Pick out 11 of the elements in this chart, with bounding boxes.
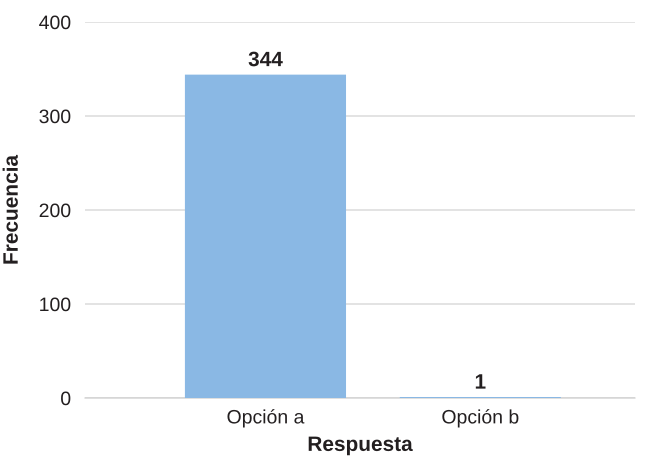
x-tick-label: Opción a	[227, 409, 304, 428]
data-label: 1	[476, 374, 486, 389]
y-tick-label: 200	[40, 203, 70, 218]
y-tick-label: 400	[39, 15, 70, 30]
y-tick-label: 100	[40, 297, 70, 312]
y-tick-label: 300	[39, 109, 70, 124]
data-label: 344	[248, 52, 283, 66]
y-tick-label: 0	[61, 391, 70, 406]
x-tick-label: Opción b	[442, 409, 518, 428]
x-axis-title: Respuesta	[308, 436, 413, 456]
y-axis-title: Frecuencia	[2, 154, 18, 264]
